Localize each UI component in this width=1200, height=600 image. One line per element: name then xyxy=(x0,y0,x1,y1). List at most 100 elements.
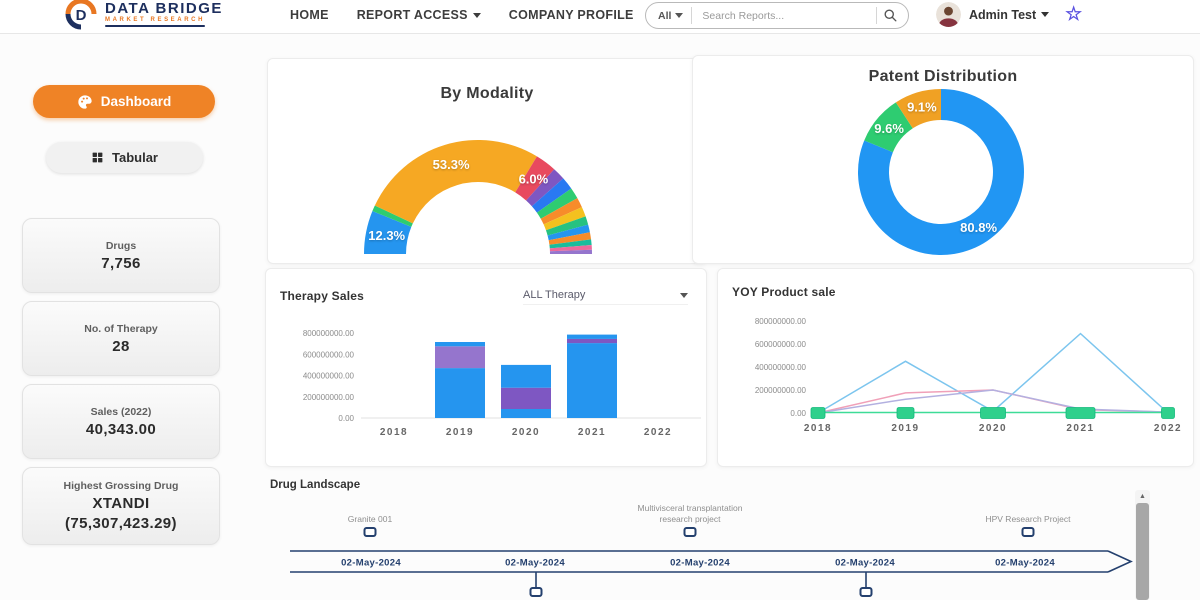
by-modality-card: 12.3% 53.3% 6.0% By Modality xyxy=(267,58,707,264)
bar-segment[interactable] xyxy=(567,343,617,418)
zero-marker[interactable] xyxy=(980,407,1006,419)
modality-slice[interactable] xyxy=(540,198,582,225)
sidebar-button-dashboard[interactable]: Dashboard xyxy=(33,85,215,118)
nav-link-company-profile[interactable]: COMPANY PROFILE xyxy=(509,8,634,22)
bar-segment[interactable] xyxy=(567,338,617,344)
modality-slice[interactable] xyxy=(372,205,413,227)
bar-segment[interactable] xyxy=(501,387,551,409)
search-filter-dropdown[interactable]: All xyxy=(646,10,691,22)
milestone-marker[interactable] xyxy=(363,527,377,537)
sidebar-button-tabular[interactable]: Tabular xyxy=(46,142,203,173)
y-tick: 400000000.00 xyxy=(303,372,355,381)
favorites-star-icon[interactable]: ☆ xyxy=(1065,4,1083,25)
user-box: Admin Test ☆ xyxy=(936,2,1082,27)
patent-slice[interactable] xyxy=(864,102,913,153)
avatar-image xyxy=(936,2,961,27)
x-tick: 2018 xyxy=(804,423,832,434)
milestone-marker[interactable] xyxy=(1021,527,1035,537)
bar-segment[interactable] xyxy=(501,364,551,388)
milestone-marker[interactable] xyxy=(859,587,873,597)
user-menu[interactable]: Admin Test xyxy=(969,7,1050,22)
patent-slice-label: 80.8% xyxy=(960,220,997,235)
brand-subtitle: MARKET RESEARCH xyxy=(105,17,206,23)
milestone-marker[interactable] xyxy=(683,527,697,537)
chart-title: Patent Distribution xyxy=(868,68,1018,85)
bar-segment[interactable] xyxy=(435,368,485,418)
yoy-product-sale-chart: 800000000.00 600000000.00 400000000.00 2000… xyxy=(755,317,1181,434)
modality-slice[interactable] xyxy=(515,156,555,201)
top-navbar: D DATA BRIDGE MARKET RESEARCH HOME REPORT… xyxy=(0,0,1200,34)
modality-slice-label: 12.3% xyxy=(368,228,405,243)
brand-text: DATA BRIDGE MARKET RESEARCH xyxy=(105,1,223,27)
patent-slice[interactable] xyxy=(895,89,941,129)
chevron-down-icon xyxy=(472,12,481,18)
bar-segment[interactable] xyxy=(567,334,617,339)
data-bridge-logo-icon: D xyxy=(65,0,97,30)
timeline-date: 02-May-2024 xyxy=(505,558,565,569)
brand-logo[interactable]: D DATA BRIDGE MARKET RESEARCH xyxy=(64,0,223,30)
stat-value: 40,343.00 xyxy=(85,420,157,438)
search-button[interactable] xyxy=(877,8,908,23)
zero-marker[interactable] xyxy=(896,407,915,419)
nav-link-report-access[interactable]: REPORT ACCESS xyxy=(357,8,481,22)
modality-slice[interactable] xyxy=(548,232,592,245)
chart-title: Therapy Sales xyxy=(280,289,364,303)
zero-marker[interactable] xyxy=(1065,407,1096,419)
modality-slice[interactable] xyxy=(543,207,586,231)
avatar[interactable] xyxy=(936,2,961,27)
scrollbar-up-arrow-icon[interactable]: ▲ xyxy=(1139,492,1146,500)
timeline-date: 02-May-2024 xyxy=(670,558,730,569)
modality-slice[interactable] xyxy=(526,169,564,207)
modality-slice[interactable] xyxy=(549,249,592,254)
modality-slice[interactable] xyxy=(547,224,590,241)
modality-slice[interactable] xyxy=(549,245,592,252)
milestone-label: Granite 001 xyxy=(348,514,393,524)
modality-slice[interactable] xyxy=(549,239,592,249)
chart-title: By Modality xyxy=(440,85,534,102)
user-name-label: Admin Test xyxy=(969,7,1037,22)
milestone-label: HPV Research Project xyxy=(985,514,1071,524)
nav-link-label: COMPANY PROFILE xyxy=(508,8,634,22)
timeline-arrow-icon xyxy=(1107,550,1133,573)
chevron-down-icon xyxy=(675,13,684,18)
bar-segment[interactable] xyxy=(435,346,485,369)
stat-label: Drugs xyxy=(105,239,137,252)
zero-marker[interactable] xyxy=(1161,407,1175,419)
brand-title: DATA BRIDGE xyxy=(105,0,223,17)
milestone-marker[interactable] xyxy=(529,587,543,597)
x-tick: 2021 xyxy=(1066,423,1094,434)
yoy-product-sale-card: 800000000.00 600000000.00 400000000.00 2000… xyxy=(717,268,1194,467)
bar-segment[interactable] xyxy=(435,342,485,347)
stat-value: 7,756 xyxy=(101,254,141,272)
vertical-scrollbar[interactable]: ▲ xyxy=(1135,490,1150,600)
x-tick: 2019 xyxy=(446,427,474,438)
patent-slice[interactable] xyxy=(857,89,1024,255)
scrollbar-thumb[interactable] xyxy=(1136,503,1149,600)
search-bar: All xyxy=(645,2,909,29)
modality-slice[interactable] xyxy=(545,216,589,236)
therapy-filter-dropdown[interactable]: ALL Therapy xyxy=(523,289,688,305)
stat-value-2: (75,307,423.29) xyxy=(65,515,177,532)
modality-slice[interactable] xyxy=(374,140,537,224)
divider xyxy=(876,7,877,24)
patent-distribution-chart: 80.8% 9.6%9.1% xyxy=(857,89,1024,255)
modality-slice[interactable] xyxy=(536,188,578,219)
y-tick: 800000000.00 xyxy=(303,329,355,338)
nav-link-home[interactable]: HOME xyxy=(290,8,329,22)
modality-slice[interactable] xyxy=(531,178,572,213)
drug-landscape-title: Drug Landscape xyxy=(270,479,361,491)
grid-icon xyxy=(92,152,103,163)
sidebar-button-label: Dashboard xyxy=(100,94,172,109)
therapy-sales-card: 800000000.00 600000000.00 400000000.00 2000… xyxy=(265,268,707,467)
modality-slice[interactable] xyxy=(364,211,412,254)
modality-slice-label: 6.0% xyxy=(519,171,549,186)
bar-segment[interactable] xyxy=(501,409,551,418)
divider xyxy=(691,7,693,24)
y-tick: 0.00 xyxy=(790,409,806,418)
timeline-date: 02-May-2024 xyxy=(341,558,401,569)
search-input[interactable] xyxy=(692,9,876,22)
zero-marker[interactable] xyxy=(810,407,826,419)
stat-label: No. of Therapy xyxy=(84,322,158,335)
stat-card: Sales (2022) 40,343.00 xyxy=(22,384,220,459)
stat-card: Drugs 7,756 xyxy=(22,218,220,293)
